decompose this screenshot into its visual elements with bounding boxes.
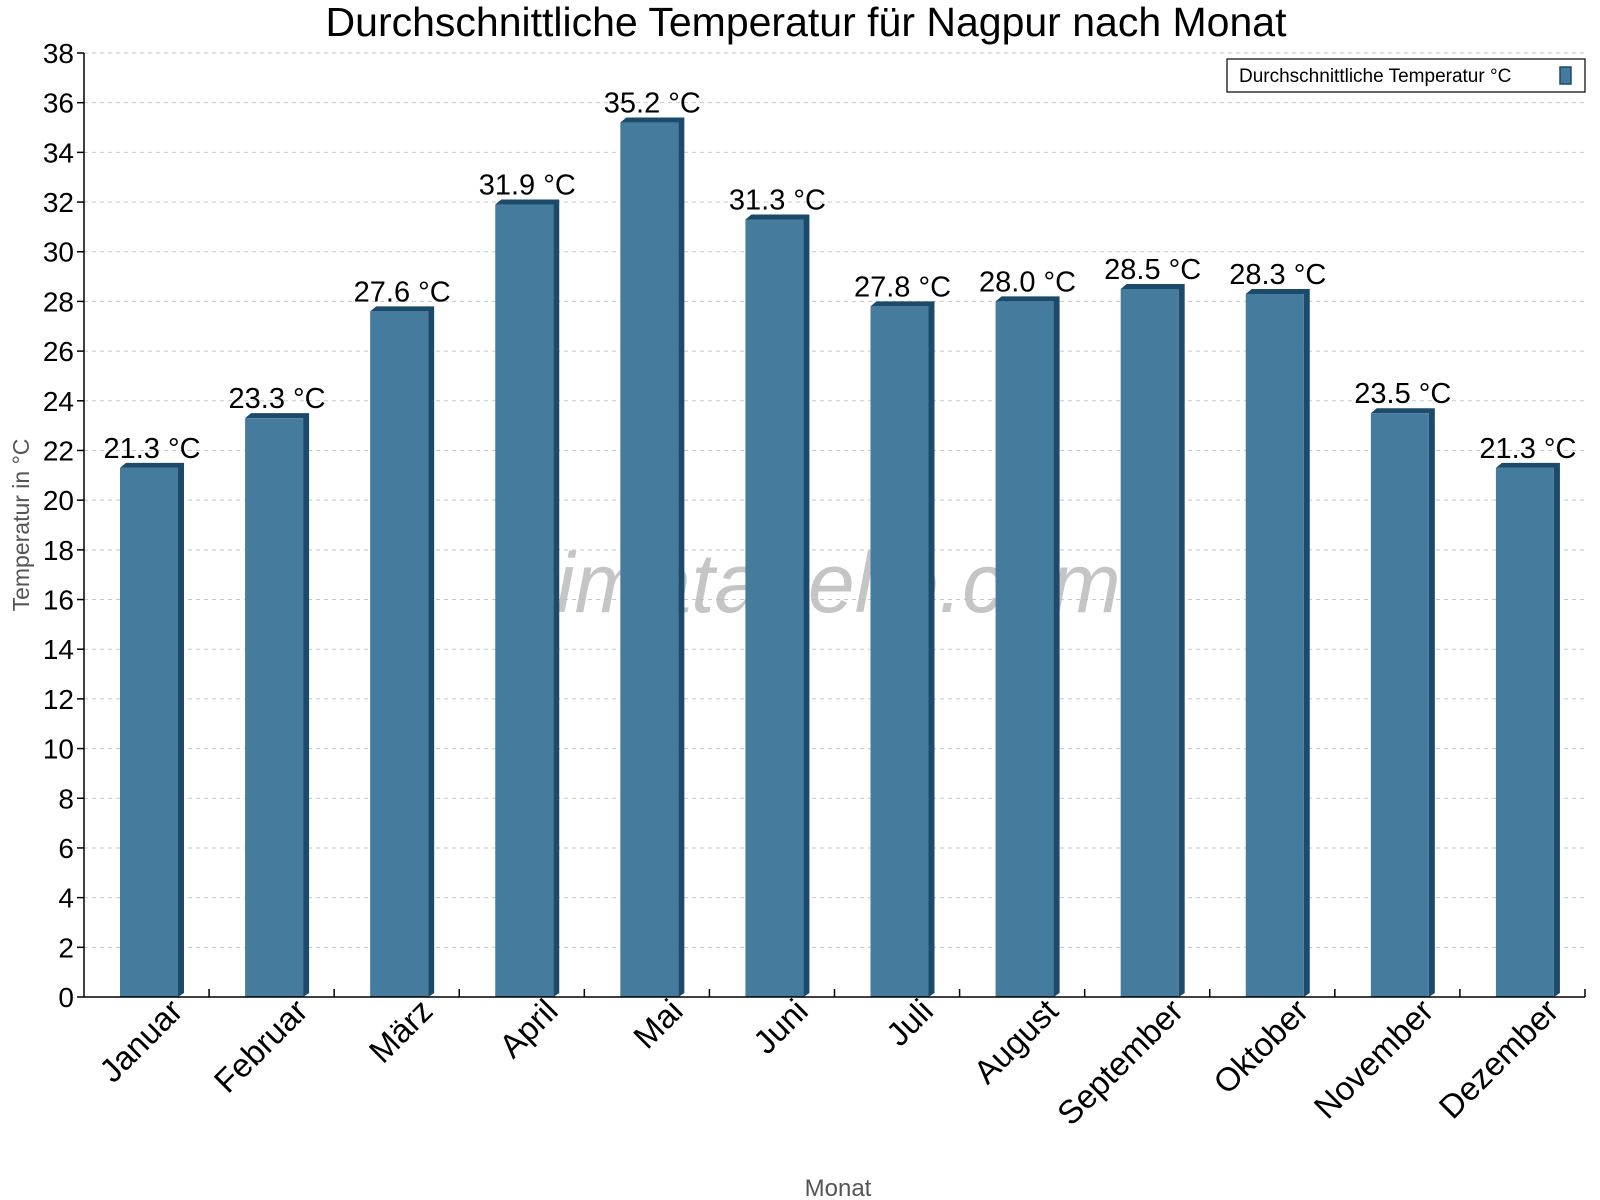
y-tick-label: 22 [43,435,74,466]
y-tick-label: 28 [43,286,74,317]
bar [495,204,554,997]
bar [1245,293,1304,998]
grid-lines [84,52,1585,948]
bar [745,219,804,997]
y-tick-label: 26 [43,336,74,367]
bar [995,301,1054,998]
y-tick-label: 34 [43,137,74,168]
y-tick-label: 12 [43,684,74,715]
data-label: 23.5 °C [1354,378,1451,410]
bar [1495,467,1554,997]
y-tick-label: 16 [43,585,74,616]
y-tick-label: 2 [58,932,74,963]
y-tick-label: 38 [43,38,74,69]
data-label: 28.3 °C [1229,259,1326,291]
legend-swatch [1559,66,1572,85]
bar [1120,289,1179,997]
x-tick-label: Oktober [1206,992,1315,1101]
y-tick-label: 8 [58,783,74,814]
legend-box [1226,58,1586,93]
bar [1370,413,1429,997]
x-tick-label: Juni [746,992,815,1061]
x-tick-label: November [1307,992,1441,1126]
data-label: 28.0 °C [979,266,1076,298]
legend: Durchschnittliche Temperatur °C [1226,58,1586,93]
data-label: 28.5 °C [1104,254,1201,286]
y-axis-label: Temperatur in °C [8,439,34,612]
legend-label: Durchschnittliche Temperatur °C [1239,66,1511,87]
y-tick-label: 20 [43,485,74,516]
chart-title: Durchschnittliche Temperatur für Nagpur … [326,0,1288,45]
x-tick-label: Juli [879,992,940,1053]
data-label: 31.9 °C [479,170,576,202]
bar [870,306,929,997]
x-axis-label: Monat [805,1175,872,1200]
x-tick-label: Februar [207,992,315,1100]
y-tick-label: 14 [43,634,74,665]
y-tick-label: 0 [58,982,74,1013]
data-label: 31.3 °C [729,184,826,216]
bar [120,467,178,997]
data-label: 27.8 °C [854,271,951,303]
y-tick-label: 10 [43,734,74,765]
x-tick-label: September [1050,992,1190,1132]
y-tick-label: 30 [43,237,74,268]
y-tick-label: 4 [58,883,74,914]
data-label: 27.6 °C [354,276,451,308]
data-label: 23.3 °C [229,383,326,415]
data-label: 21.3 °C [1479,433,1576,465]
bars: 21.3 °C 23.3 °C 27.6 °C 31.9 °C 35.2 °C 31.3 … [103,88,1576,998]
data-label: 21.3 °C [103,433,200,465]
y-tick-label: 32 [43,187,74,218]
bar [620,122,679,998]
bar [245,418,304,997]
x-tick-label: April [492,992,565,1065]
x-tick-label: Januar [92,992,190,1090]
y-tick-label: 18 [43,535,74,566]
axes [77,52,1586,998]
x-tick-label: August [966,992,1065,1091]
y-tick-label: 24 [43,386,74,417]
x-tick-labels: Januar Februar März April Mai Juni Juli AugustS… [92,992,1565,1132]
x-tick-label: Mai [626,992,690,1056]
data-label: 35.2 °C [604,88,701,120]
y-tick-label: 36 [43,88,74,119]
x-tick-label: März [362,992,440,1070]
y-tick-label: 6 [58,833,74,864]
x-tick-label: Dezember [1432,992,1566,1126]
bar [370,311,429,997]
